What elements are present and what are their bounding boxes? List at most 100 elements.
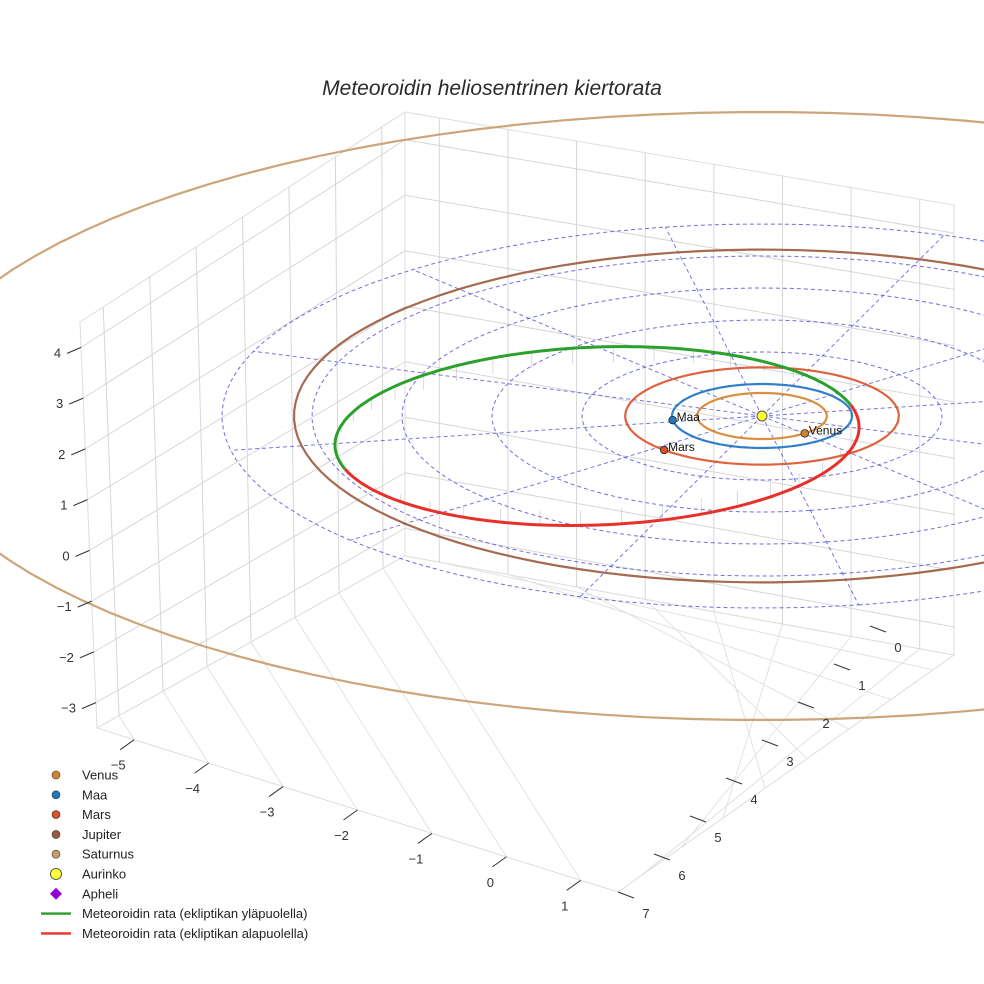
y-tick-mark <box>725 777 743 785</box>
x-tick-label: 1 <box>561 898 568 913</box>
x-tick-mark <box>194 762 209 774</box>
z-tick-label: −1 <box>57 599 72 614</box>
z-tick-label: 2 <box>58 447 65 462</box>
legend-label-aurinko: Aurinko <box>82 867 126 882</box>
x-grid-line <box>288 186 296 618</box>
z-tick-label: −3 <box>61 701 76 716</box>
x-tick-label: −4 <box>185 781 200 796</box>
legend-label-jupiter: Jupiter <box>82 827 122 842</box>
legend-marker-saturnus <box>51 849 61 859</box>
x-tick-mark <box>268 786 284 797</box>
z-grid-line <box>89 361 955 551</box>
y-tick-label: 5 <box>714 830 721 845</box>
y-tick-label: 6 <box>678 868 685 883</box>
z-grid-line <box>82 194 955 399</box>
z-grid-line <box>91 416 955 602</box>
sun-marker <box>756 410 768 422</box>
orbit-saturnus <box>0 111 984 721</box>
meteoroid-orbit-below <box>343 404 861 527</box>
x-tick-label: 0 <box>487 875 494 890</box>
y-tick-label: 2 <box>822 716 829 731</box>
legend-marker-mars <box>51 810 61 819</box>
x-floor-grid-line <box>118 715 135 740</box>
z-tick-label: 1 <box>60 498 67 513</box>
legend: Venus Maa Mars Jupiter Saturnus Aurinko Apheli… <box>41 768 308 941</box>
x-grid-line <box>195 246 208 667</box>
z-tick-mark <box>79 651 95 659</box>
axis-ticks: −3 −2 −1 0 1 2 3 4 −5 −4 −3 −2 −1 0 1 0 1 2 3 4 5 6 7 <box>54 345 902 921</box>
y-tick-mark <box>869 625 887 633</box>
orbit-mars <box>624 366 900 466</box>
orbit-jupiter <box>292 248 984 584</box>
x-grid-line <box>242 216 252 643</box>
z-tick-label: 4 <box>54 345 61 360</box>
axis-panes <box>79 111 956 893</box>
polar-ring <box>221 223 984 609</box>
polar-spoke <box>230 415 763 451</box>
x-grid-line <box>102 306 120 716</box>
legend-label-above: Meteoroidin rata (ekliptikan yläpuolella… <box>82 906 307 921</box>
x-tick-label: −5 <box>111 758 126 773</box>
planet-label-venus: Venus <box>809 423 842 437</box>
legend-marker-aurinko <box>50 868 62 880</box>
y-tick-mark <box>617 891 635 899</box>
y-tick-mark <box>833 663 851 671</box>
z-tick-label: −2 <box>59 650 74 665</box>
legend-label-saturnus: Saturnus <box>82 847 135 862</box>
y-floor-grid-line <box>576 586 850 730</box>
orbit-venus <box>696 391 828 441</box>
legend-marker-apheli <box>50 887 62 900</box>
z-tick-mark <box>77 600 92 608</box>
y-floor-grid-line <box>638 648 921 878</box>
x-tick-label: −3 <box>260 805 275 820</box>
z-tick-mark <box>73 499 88 507</box>
legend-marker-maa <box>51 790 61 800</box>
y-tick-mark <box>797 701 815 709</box>
chart-title: Meteoroidin heliosentrinen kiertorata <box>322 77 662 100</box>
y-tick-mark <box>653 853 671 861</box>
floor-pane <box>95 555 956 893</box>
meteoroid-orbit-above <box>333 345 852 471</box>
z-grid-line <box>93 472 955 653</box>
y-tick-label: 3 <box>786 754 793 769</box>
planet-mars <box>659 445 669 455</box>
y-floor-grid-line <box>713 611 766 789</box>
z-grid-line <box>87 305 955 501</box>
z-grid-line <box>85 250 955 450</box>
z-tick-label: 0 <box>62 548 69 563</box>
x-grid-line <box>334 156 340 593</box>
y-tick-label: 4 <box>750 792 757 807</box>
planet-venus <box>800 429 809 438</box>
y-floor-grid-line <box>722 623 783 819</box>
y-floor-grid-line <box>439 561 934 671</box>
z-tick-mark <box>75 549 90 557</box>
x-tick-label: −1 <box>409 851 424 866</box>
x-tick-mark <box>417 833 433 844</box>
x-tick-mark <box>119 739 135 751</box>
x-tick-mark <box>343 809 358 821</box>
y-floor-grid-line <box>644 598 808 760</box>
z-tick-mark <box>66 346 82 354</box>
grid-lines <box>80 117 955 881</box>
x-floor-grid-line <box>338 592 507 858</box>
z-tick-mark <box>81 702 97 710</box>
planet-maa <box>668 415 677 425</box>
legend-label-mars: Mars <box>82 807 111 822</box>
x-tick-label: −2 <box>334 828 349 843</box>
z-tick-mark <box>68 397 84 405</box>
x-floor-grid-line <box>250 641 358 811</box>
z-tick-mark <box>71 448 86 456</box>
planet-label-mars: Mars <box>668 440 695 454</box>
x-floor-grid-line <box>382 568 582 881</box>
y-tick-label: 7 <box>642 906 649 921</box>
planet-label-maa: Maa <box>677 410 701 424</box>
z-tick-label: 3 <box>56 396 63 411</box>
orbit-maa <box>670 382 854 450</box>
y-tick-label: 1 <box>858 678 865 693</box>
legend-label-venus: Venus <box>82 768 119 783</box>
polar-ring <box>401 287 984 545</box>
y-tick-mark <box>761 739 779 747</box>
x-floor-grid-line <box>162 690 210 764</box>
